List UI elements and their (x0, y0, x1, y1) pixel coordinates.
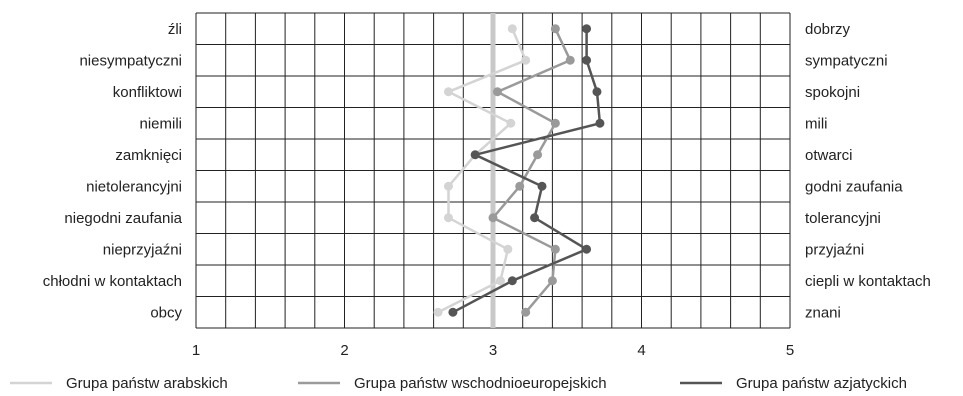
right-label: spokojni (805, 84, 860, 101)
legend: Grupa państw arabskich Grupa państw wscho… (10, 375, 907, 392)
series-point (582, 55, 592, 65)
x-tick-label: 4 (637, 342, 645, 359)
series-point (443, 87, 453, 97)
legend-label: Grupa państw wschodnioeuropejskich (354, 375, 607, 392)
series-point (582, 24, 592, 34)
left-label: niesympatyczni (79, 52, 182, 69)
right-label: ciepli w kontaktach (805, 273, 931, 290)
series-point (547, 276, 557, 286)
series-line (452, 28, 602, 314)
series-group (433, 24, 605, 317)
right-label: znani (805, 304, 841, 321)
series-3 (448, 24, 605, 317)
right-label: tolerancyjni (805, 210, 881, 227)
series-point (507, 24, 517, 34)
left-label: niemili (139, 115, 182, 132)
series-point (448, 307, 458, 317)
series-point (495, 276, 505, 286)
series-point (488, 213, 498, 223)
right-label: sympatyczni (805, 52, 888, 69)
series-point (550, 244, 560, 254)
series-point (515, 181, 525, 191)
series-point (503, 244, 513, 254)
series-line (491, 28, 572, 314)
legend-label: Grupa państw arabskich (66, 375, 228, 392)
right-label: otwarci (805, 147, 853, 164)
right-label: przyjaźni (805, 241, 864, 258)
series-point (506, 118, 516, 128)
series-point (521, 55, 531, 65)
series-point (443, 213, 453, 223)
series-point (470, 150, 480, 160)
right-label: godni zaufania (805, 178, 903, 195)
left-label: zamknięci (115, 147, 182, 164)
x-tick-label: 2 (340, 342, 348, 359)
left-label: niegodni zaufania (64, 210, 182, 227)
left-labels: źli niesympatyczni konfliktowi niemili zamkn… (43, 21, 183, 322)
series-point (550, 118, 560, 128)
right-labels: dobrzy sympatyczni spokojni mili otwarci godn… (805, 21, 931, 322)
series-point (592, 87, 602, 97)
right-label: mili (805, 115, 828, 132)
left-label: źli (168, 21, 182, 38)
series-line (437, 28, 528, 314)
left-label: chłodni w kontaktach (43, 273, 182, 290)
legend-item: Grupa państw wschodnioeuropejskich (298, 375, 607, 392)
series-point (550, 24, 560, 34)
series-point (521, 307, 531, 317)
series-point (582, 244, 592, 254)
series-point (530, 213, 540, 223)
series-point (565, 55, 575, 65)
x-axis-ticks: 1 2 3 4 5 (192, 342, 794, 359)
legend-item: Grupa państw azjatyckich (680, 375, 907, 392)
series-point (433, 307, 443, 317)
left-label: obcy (150, 304, 182, 321)
legend-label: Grupa państw azjatyckich (736, 375, 907, 392)
series-point (492, 87, 502, 97)
left-label: nietolerancyjni (86, 178, 182, 195)
x-tick-label: 3 (489, 342, 497, 359)
series-point (537, 181, 547, 191)
x-tick-label: 1 (192, 342, 200, 359)
series-2 (488, 24, 575, 317)
legend-item: Grupa państw arabskich (10, 375, 228, 392)
series-point (533, 150, 543, 160)
series-point (443, 181, 453, 191)
right-label: dobrzy (805, 21, 851, 38)
left-label: nieprzyjaźni (103, 241, 182, 258)
series-point (595, 118, 605, 128)
left-label: konfliktowi (113, 84, 182, 101)
series-point (507, 276, 517, 286)
x-tick-label: 5 (786, 342, 794, 359)
